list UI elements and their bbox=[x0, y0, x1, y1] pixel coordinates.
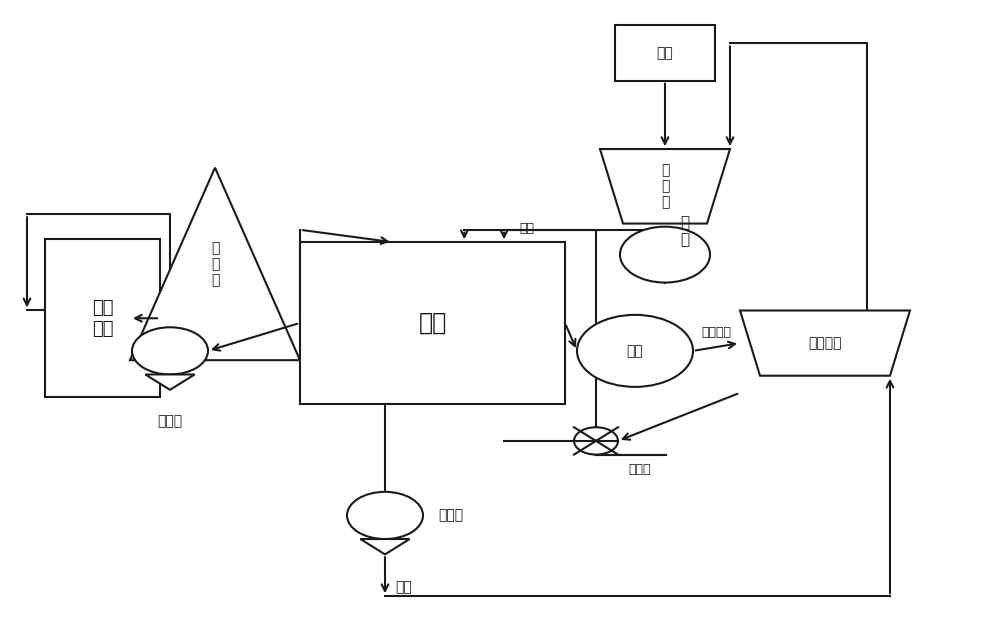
Text: 排污泵: 排污泵 bbox=[438, 509, 463, 522]
Text: 加
药: 加 药 bbox=[680, 215, 689, 248]
Text: 加
药
泵: 加 药 泵 bbox=[661, 163, 669, 209]
Circle shape bbox=[132, 327, 208, 374]
Text: 检测: 检测 bbox=[627, 344, 643, 358]
Text: 药箱: 药箱 bbox=[657, 46, 673, 60]
Text: 进水: 进水 bbox=[519, 222, 534, 235]
Bar bbox=[615, 25, 715, 81]
Text: 水池: 水池 bbox=[418, 311, 447, 335]
Bar bbox=[300, 242, 565, 404]
Text: 检测数据: 检测数据 bbox=[702, 326, 732, 338]
Polygon shape bbox=[740, 310, 910, 376]
Polygon shape bbox=[600, 149, 730, 224]
Circle shape bbox=[577, 315, 693, 387]
Circle shape bbox=[620, 227, 710, 283]
Text: 给水阀: 给水阀 bbox=[628, 463, 650, 476]
Text: 电炉
连铸: 电炉 连铸 bbox=[92, 299, 113, 338]
Polygon shape bbox=[130, 168, 300, 360]
Text: 排污: 排污 bbox=[395, 580, 412, 594]
Bar bbox=[45, 239, 160, 397]
Polygon shape bbox=[360, 539, 410, 555]
Polygon shape bbox=[145, 374, 195, 390]
Text: 控制系统: 控制系统 bbox=[808, 336, 842, 350]
Circle shape bbox=[347, 492, 423, 539]
Text: 给水泵: 给水泵 bbox=[157, 415, 183, 428]
Circle shape bbox=[574, 427, 618, 455]
Text: 冷
却
塔: 冷 却 塔 bbox=[211, 241, 219, 287]
